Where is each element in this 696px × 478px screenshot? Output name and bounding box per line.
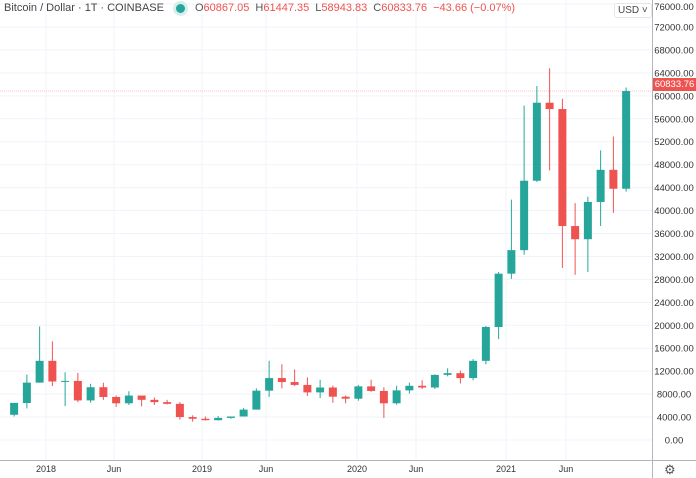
y-tick-label: 4000.00 [657, 413, 691, 424]
y-tick-label: 48000.00 [654, 160, 694, 171]
candle-body [214, 417, 223, 421]
candle-body [99, 387, 108, 397]
low-value: 58943.83 [321, 2, 368, 14]
y-tick-label: 68000.00 [654, 45, 694, 56]
candle-body [494, 273, 503, 327]
symbol-legend: Bitcoin / Dollar · 1T · COINBASE O60867.… [4, 2, 515, 14]
gear-icon[interactable]: ⚙ [664, 462, 676, 477]
candle-body [469, 360, 478, 379]
close-value: 60833.76 [381, 2, 428, 14]
candle-body [622, 91, 631, 189]
candle-body [367, 386, 376, 391]
candle-body [137, 395, 146, 400]
candle-body [239, 409, 248, 417]
y-tick-label: 8000.00 [657, 390, 691, 401]
y-tick-label: 32000.00 [654, 252, 694, 263]
y-tick-label: 28000.00 [654, 275, 694, 286]
y-tick-label: 60000.00 [654, 91, 694, 102]
low-label: L [315, 2, 322, 14]
candle-body [583, 201, 592, 240]
candle-body [341, 396, 350, 399]
candle-body [188, 417, 197, 419]
candle-body [443, 373, 452, 375]
change-value: −43.66 (−0.07%) [433, 2, 516, 14]
x-tick-label: Jun [559, 464, 574, 474]
candle-body [226, 416, 235, 418]
candle-body [290, 382, 299, 385]
candle-body [545, 102, 554, 110]
candle-body [124, 395, 133, 404]
candle-body [252, 390, 261, 410]
y-tick-label: 24000.00 [654, 298, 694, 309]
candle-body [303, 384, 312, 393]
candle-body [163, 402, 172, 404]
candle-body [405, 385, 414, 391]
y-tick-label: 52000.00 [654, 137, 694, 148]
open-value: 60867.05 [203, 2, 250, 14]
candle-body [507, 250, 516, 274]
candle-body [48, 360, 57, 382]
candle-body [456, 373, 465, 379]
open-label: O [194, 2, 204, 14]
candle-body [392, 390, 401, 404]
close-label: C [373, 2, 382, 14]
candle-body [418, 385, 427, 388]
y-tick-label: 36000.00 [654, 229, 694, 240]
x-tick-label: Jun [409, 464, 424, 474]
candle-body [328, 387, 337, 397]
candle-body [520, 180, 529, 251]
candle-body [316, 387, 325, 393]
candle-body [201, 418, 210, 421]
high-label: H [255, 2, 264, 14]
y-tick-label: 76000.00 [654, 2, 694, 13]
y-tick-label: 0.00 [665, 436, 684, 447]
candle-body [532, 102, 541, 181]
candle-body [481, 326, 490, 361]
candle-body [609, 169, 618, 189]
candle-body [61, 380, 70, 382]
x-tick-label: Jun [259, 464, 274, 474]
x-tick-label: 2020 [347, 464, 367, 474]
candle-body [596, 169, 605, 202]
last-price-label: 60833.76 [653, 78, 696, 91]
candle-body [22, 382, 31, 404]
candle-body [112, 396, 121, 404]
currency-selector[interactable]: USD ˅ [614, 3, 652, 18]
y-tick-label: 20000.00 [654, 321, 694, 332]
symbol-title[interactable]: Bitcoin / Dollar · 1T · COINBASE [4, 2, 164, 14]
candle-body [86, 387, 95, 401]
high-value: 61447.35 [263, 2, 310, 14]
y-tick-label: 64000.00 [654, 68, 694, 79]
y-tick-label: 72000.00 [654, 23, 694, 34]
candle-body [150, 399, 159, 403]
candle-body [35, 360, 44, 383]
x-tick-label: 2018 [36, 464, 56, 474]
candle-body [175, 403, 184, 418]
y-tick-label: 56000.00 [654, 114, 694, 125]
y-tick-label: 40000.00 [654, 206, 694, 217]
candle-body [73, 380, 82, 401]
y-tick-label: 16000.00 [654, 344, 694, 355]
candle-body [379, 390, 388, 404]
candle-body [354, 386, 363, 399]
x-tick-label: Jun [107, 464, 122, 474]
y-tick-label: 12000.00 [654, 367, 694, 378]
market-status-icon [175, 3, 185, 13]
x-tick-label: 2021 [496, 464, 516, 474]
x-tick-label: 2019 [192, 464, 212, 474]
candle-body [10, 402, 19, 415]
candle-body [571, 226, 580, 240]
candle-body [558, 109, 567, 227]
y-tick-label: 44000.00 [654, 183, 694, 194]
candle-body [265, 378, 274, 391]
candle-body [277, 378, 286, 383]
candle-body [430, 374, 439, 388]
